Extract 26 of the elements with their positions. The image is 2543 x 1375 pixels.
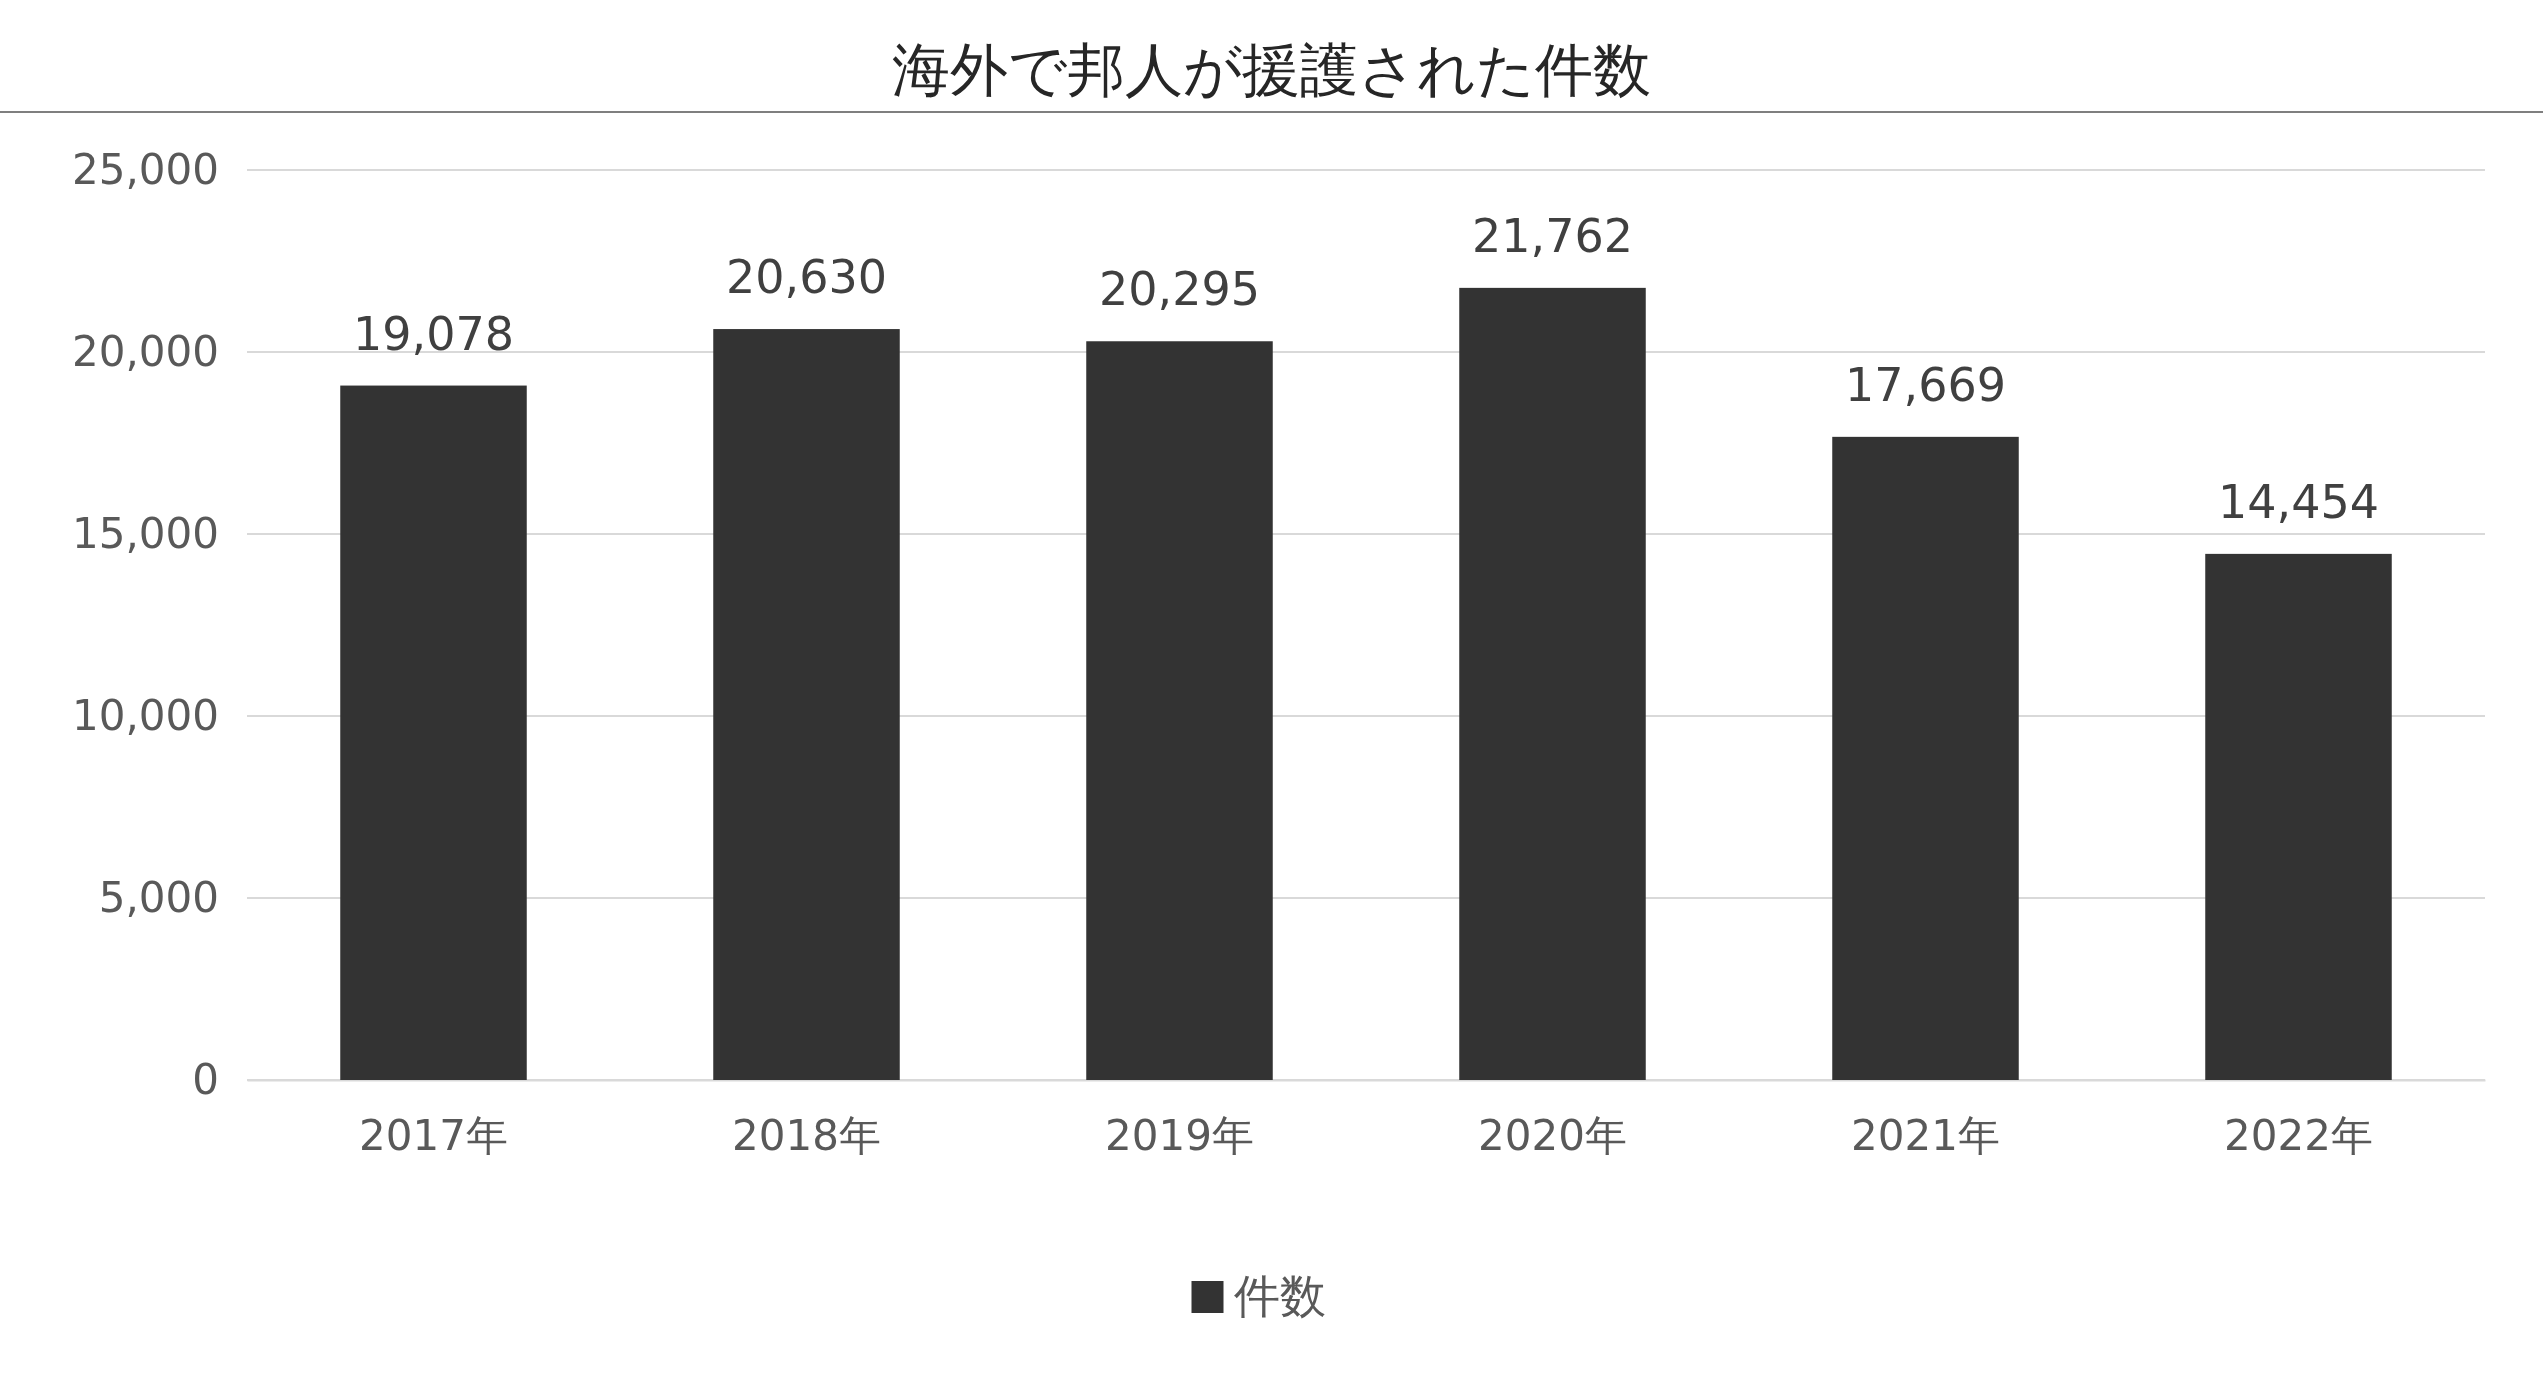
bar xyxy=(1459,287,1646,1080)
bar xyxy=(340,385,527,1080)
x-tick-label: 2019年 xyxy=(1105,1110,1254,1160)
y-tick-label: 10,000 xyxy=(72,690,219,740)
y-tick-label: 0 xyxy=(192,1054,219,1104)
x-tick-label: 2022年 xyxy=(2224,1110,2373,1160)
bar xyxy=(2205,553,2392,1080)
y-tick-label: 5,000 xyxy=(98,872,219,922)
data-label: 14,454 xyxy=(2218,474,2379,529)
data-label: 19,078 xyxy=(353,306,514,361)
legend-label: 件数 xyxy=(1233,1269,1326,1323)
y-tick-label: 20,000 xyxy=(72,326,219,376)
chart-title: 海外で邦人が援護された件数 xyxy=(892,36,1651,104)
data-label: 21,762 xyxy=(1472,208,1633,263)
x-tick-label: 2021年 xyxy=(1851,1110,2000,1160)
data-label: 17,669 xyxy=(1845,357,2006,412)
data-label: 20,630 xyxy=(726,250,887,305)
bar xyxy=(1086,341,1273,1080)
data-label: 20,295 xyxy=(1099,262,1260,317)
bar xyxy=(1832,436,2019,1080)
y-tick-label: 25,000 xyxy=(72,144,219,194)
x-tick-label: 2018年 xyxy=(732,1110,881,1160)
x-tick-label: 2020年 xyxy=(1478,1110,1627,1160)
bar xyxy=(713,329,900,1080)
x-tick-label: 2017年 xyxy=(359,1110,508,1160)
y-tick-label: 15,000 xyxy=(72,508,219,558)
